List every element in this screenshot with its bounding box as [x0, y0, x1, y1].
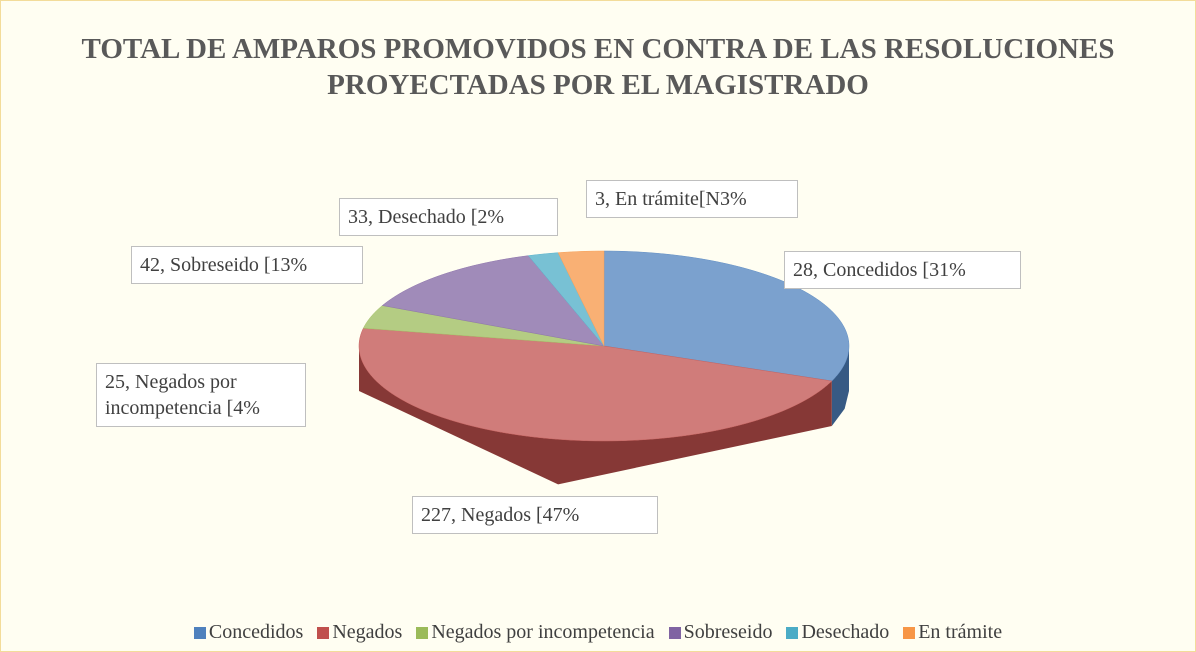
- chart-title: TOTAL DE AMPAROS PROMOVIDOS EN CONTRA DE…: [81, 33, 1115, 101]
- legend-swatch: [903, 626, 916, 639]
- data-label: 227, Negados [47%: [412, 496, 658, 534]
- slice-top: [381, 255, 605, 347]
- legend-label: Negados: [332, 621, 403, 643]
- data-label: 33, Desechado [2%: [339, 198, 558, 236]
- legend-label: Sobreseido: [683, 621, 773, 643]
- slice-side: [831, 346, 849, 426]
- legend-label: Desechado: [801, 621, 890, 643]
- legend-item: Concedidos: [193, 621, 304, 644]
- legend-swatch: [193, 626, 206, 639]
- legend-swatch: [317, 626, 330, 639]
- slice: [358, 327, 833, 485]
- data-label: 42, Sobreseido [13%: [131, 246, 363, 284]
- slice: [381, 255, 605, 347]
- legend-swatch: [668, 626, 681, 639]
- slice: [362, 305, 605, 347]
- slice-top: [557, 250, 605, 347]
- slice-top: [527, 252, 605, 347]
- legend-label: Concedidos: [208, 621, 304, 643]
- legend-label: Negados por incompetencia: [431, 621, 655, 643]
- data-label: 3, En trámite[N3%: [586, 180, 798, 218]
- legend-item: Negados por incompetencia: [416, 621, 655, 644]
- slice: [527, 252, 605, 347]
- data-label: 25, Negados por incompetencia [4%: [96, 363, 306, 427]
- slice-top: [362, 305, 605, 347]
- slice-top: [358, 327, 833, 442]
- slice: [557, 250, 605, 347]
- legend-item: Sobreseido: [668, 621, 773, 644]
- legend-item: Desechado: [786, 621, 889, 644]
- data-label: 28, Concedidos [31%: [784, 251, 1021, 289]
- legend: Concedidos Negados Negados por incompetenc…: [1, 621, 1195, 644]
- legend-swatch: [786, 626, 799, 639]
- legend-swatch: [416, 626, 429, 639]
- legend-item: En trámite: [903, 621, 1002, 644]
- legend-label: En trámite: [918, 621, 1003, 643]
- slice-side: [359, 346, 832, 485]
- legend-item: Negados: [317, 621, 402, 644]
